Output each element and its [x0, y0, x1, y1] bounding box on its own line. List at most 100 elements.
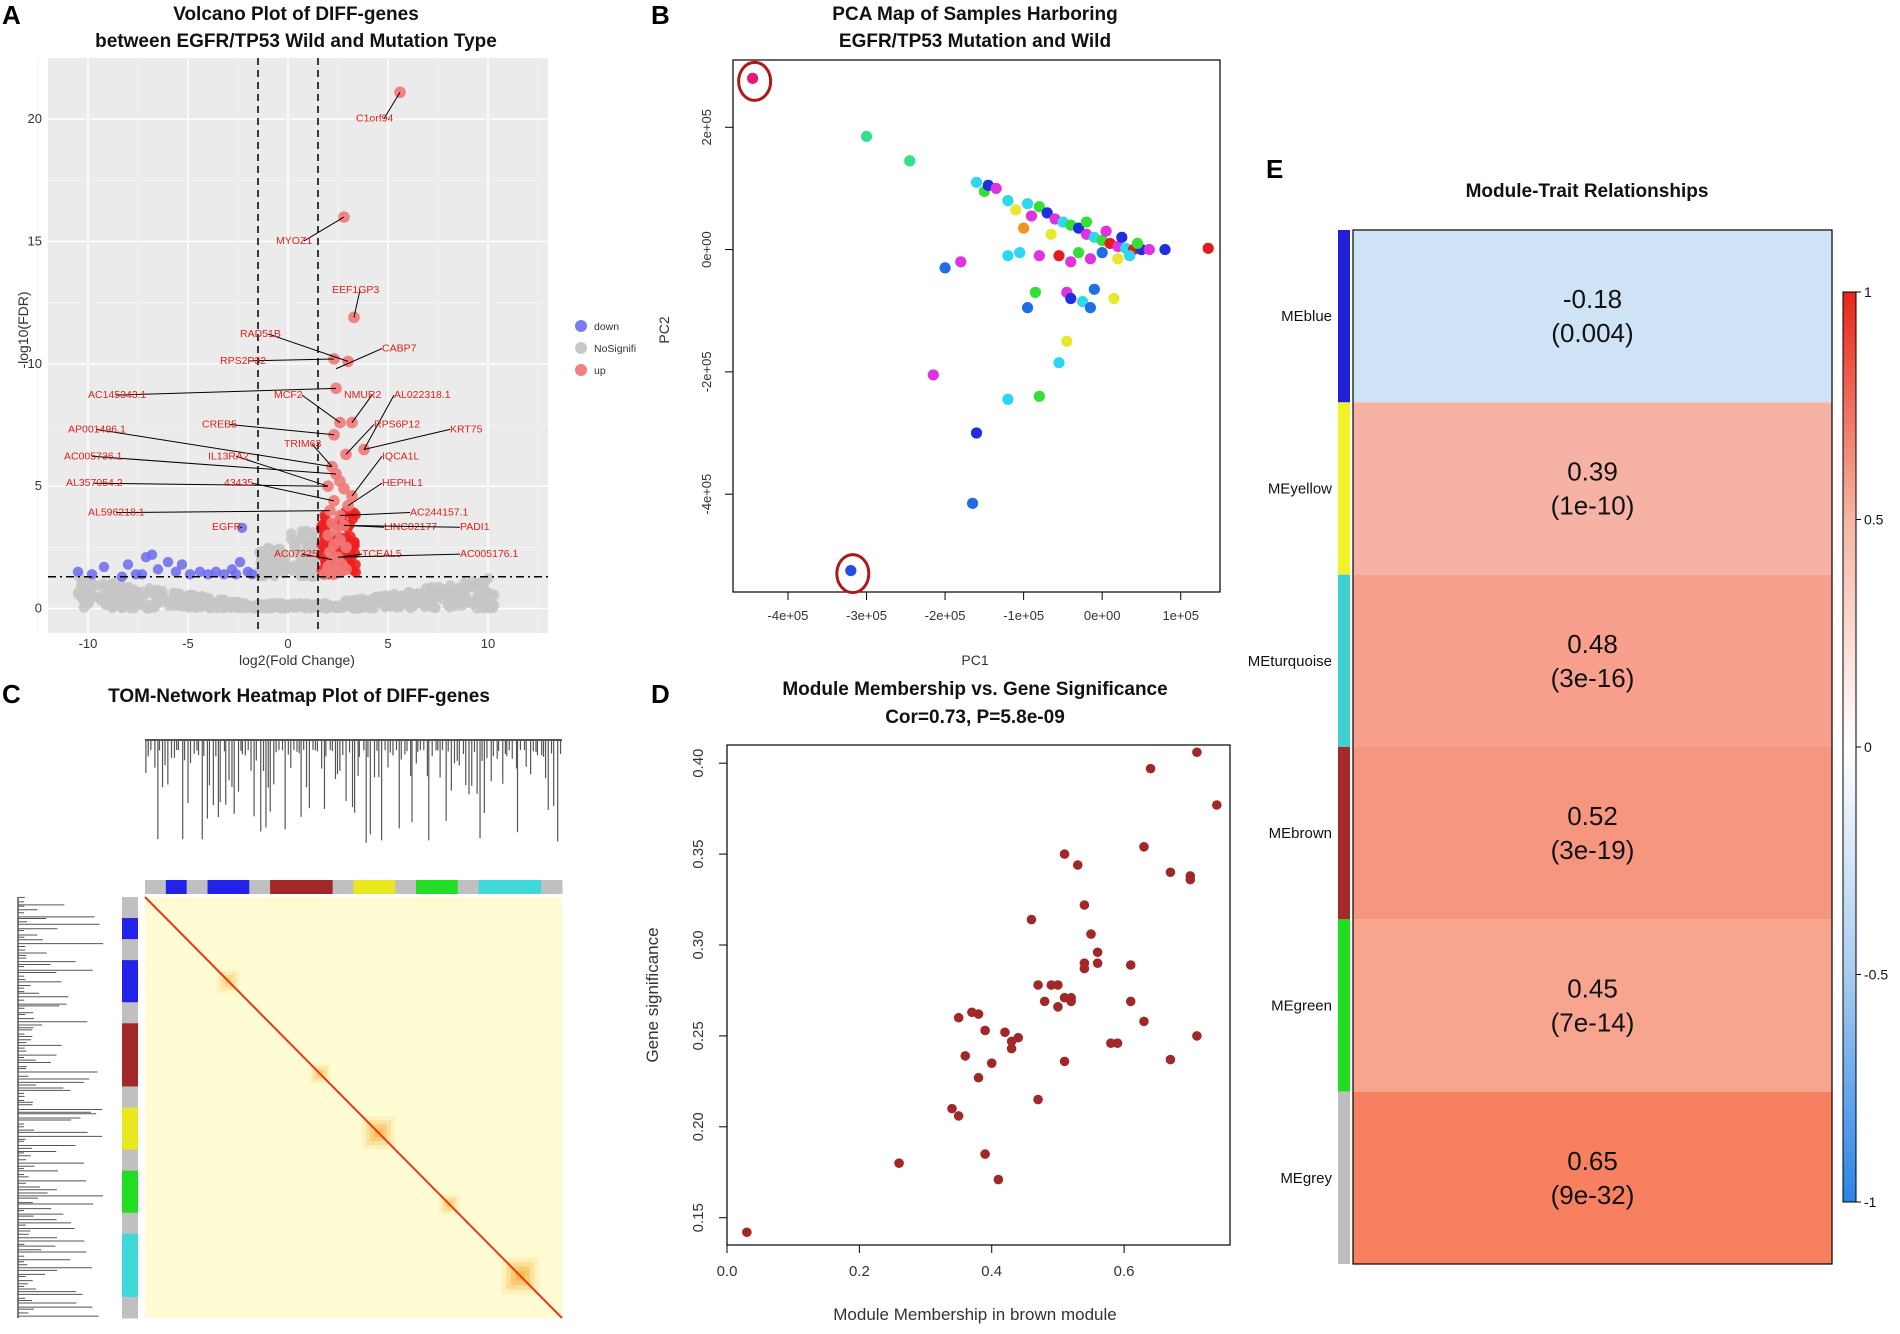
module-trait-pvalue: (3e-19): [1551, 835, 1635, 865]
volcano-point-nosignif: [487, 602, 499, 614]
volcano-gene-label: RPS2P32: [220, 355, 266, 367]
volcano-point-nosignif: [442, 586, 453, 597]
volcano-point-nosignif: [483, 573, 494, 584]
volcano-point-down: [146, 549, 158, 560]
tom-left-module-bar: [122, 1044, 138, 1066]
pca-sample-point: [1065, 292, 1077, 305]
tom-left-module-bar: [122, 918, 138, 940]
tom-top-module-bar: [145, 880, 167, 894]
volcano-point-nosignif: [204, 602, 215, 614]
volcano-point-nosignif: [406, 598, 417, 609]
colorbar: [1842, 291, 1857, 1203]
volcano-point-up: [322, 529, 334, 541]
tom-top-module-bar: [520, 880, 542, 894]
volcano-point-nosignif: [379, 601, 391, 613]
volcano-label-leader: [339, 512, 411, 517]
panel-d-letter: D: [651, 679, 670, 709]
pca-sample-point: [990, 182, 1002, 195]
pca-sample-point: [1124, 250, 1136, 262]
pca-sample-point: [1002, 393, 1014, 405]
volcano-point-nosignif: [301, 525, 312, 537]
volcano-gene-label: AL357054.2: [66, 477, 123, 489]
mmgs-gene-point: [1165, 867, 1176, 878]
colorbar-tick-label: 0.5: [1864, 512, 1884, 528]
volcano-point-up: [338, 482, 350, 495]
module-color-bar: [1338, 919, 1350, 1092]
tom-left-module-bar: [122, 1107, 138, 1130]
pca-sample-point: [955, 256, 967, 268]
mmgs-gene-point: [1145, 763, 1156, 774]
colorbar-tick-label: -0.5: [1864, 967, 1888, 983]
colorbar-tick-label: 1: [1864, 284, 1872, 300]
volcano-gene-label: EGFR: [212, 521, 242, 533]
mmgs-gene-point: [1066, 992, 1076, 1003]
module-color-bar: [1338, 1091, 1350, 1264]
pca-sample-point: [1065, 256, 1077, 268]
volcano-point-nosignif: [337, 601, 348, 612]
tom-top-module-bar: [207, 880, 229, 894]
volcano-point-up: [340, 541, 352, 554]
volcano-point-up: [318, 568, 330, 581]
volcano-label-leader: [337, 553, 461, 558]
tom-title: TOM-Network Heatmap Plot of DIFF-genes: [108, 686, 490, 707]
tom-top-module-bar: [478, 880, 500, 894]
volcano-label-leader: [229, 423, 335, 436]
volcano-point-down: [152, 564, 164, 575]
volcano-legend-swatch: [575, 342, 587, 354]
pca-sample-point: [1096, 247, 1108, 259]
volcano-label-leader: [239, 526, 243, 529]
pca-sample-point: [1159, 243, 1171, 256]
mmgs-gene-point: [1033, 980, 1043, 990]
volcano-label-leader: [363, 428, 451, 450]
volcano-gene-label: AL596218.1: [88, 507, 145, 519]
volcano-gene-label: MCF2: [274, 389, 303, 401]
tom-left-module-bar: [122, 1128, 138, 1151]
volcano-point-up: [328, 429, 340, 441]
mmgs-gene-point: [1211, 800, 1222, 810]
volcano-point-down: [162, 556, 174, 568]
pca-y-tick-label: 0e+00: [699, 231, 714, 268]
volcano-y-tick-label: 15: [28, 234, 42, 249]
volcano-label-leader: [91, 455, 337, 475]
volcano-gene-label: 43435: [224, 477, 253, 489]
volcano-legend-label: NoSignifi: [594, 343, 636, 355]
pca-outlier-circle: [737, 60, 773, 102]
volcano-point-nosignif: [81, 576, 92, 588]
module-color-bar: [1338, 574, 1350, 747]
mmgs-y-tick-label: 0.40: [690, 749, 707, 778]
pca-sample-point: [1143, 243, 1155, 256]
volcano-point-nosignif: [104, 600, 116, 611]
volcano-point-down: [230, 569, 242, 580]
volcano-x-tick-label: 0: [284, 636, 291, 651]
volcano-point-nosignif: [479, 595, 490, 607]
volcano-label-leader: [347, 482, 383, 507]
volcano-point-nosignif: [371, 591, 382, 602]
pca-sample-point: [1084, 302, 1096, 314]
pca-sample-point: [1053, 357, 1065, 369]
module-trait-cell: [1353, 402, 1832, 575]
mmgs-gene-point: [1033, 1094, 1043, 1105]
panel-e-letter: E: [1266, 154, 1283, 184]
volcano-gene-label: RAD51B: [240, 328, 281, 340]
tom-top-module-bar: [457, 880, 480, 894]
tom-top-module-bar: [311, 880, 334, 894]
volcano-label-leader: [303, 216, 345, 242]
volcano-gene-label: CABP7: [382, 343, 417, 355]
volcano-gene-label: AP001496.1: [68, 423, 126, 435]
mmgs-y-tick-label: 0.35: [690, 839, 707, 868]
volcano-label-leader: [345, 424, 375, 455]
pca-sample-point: [1033, 390, 1045, 402]
pca-sample-point: [1021, 198, 1034, 210]
pca-sample-point: [860, 130, 873, 143]
tom-left-module-bar: [122, 939, 138, 961]
volcano-gene-label: AC145343.1: [88, 389, 147, 401]
volcano-legend: down NoSignifi up: [575, 320, 636, 377]
mmgs-gene-point: [986, 1058, 997, 1068]
mmgs-gene-point: [1165, 1054, 1176, 1065]
mmgs-gene-point: [1000, 1027, 1010, 1038]
module-trait-cell: [1353, 574, 1832, 747]
mmgs-x-tick-label: 0.0: [717, 1263, 738, 1280]
volcano-point-nosignif: [427, 597, 438, 608]
pca-sample-point: [845, 564, 857, 577]
volcano-point-nosignif: [454, 583, 466, 595]
